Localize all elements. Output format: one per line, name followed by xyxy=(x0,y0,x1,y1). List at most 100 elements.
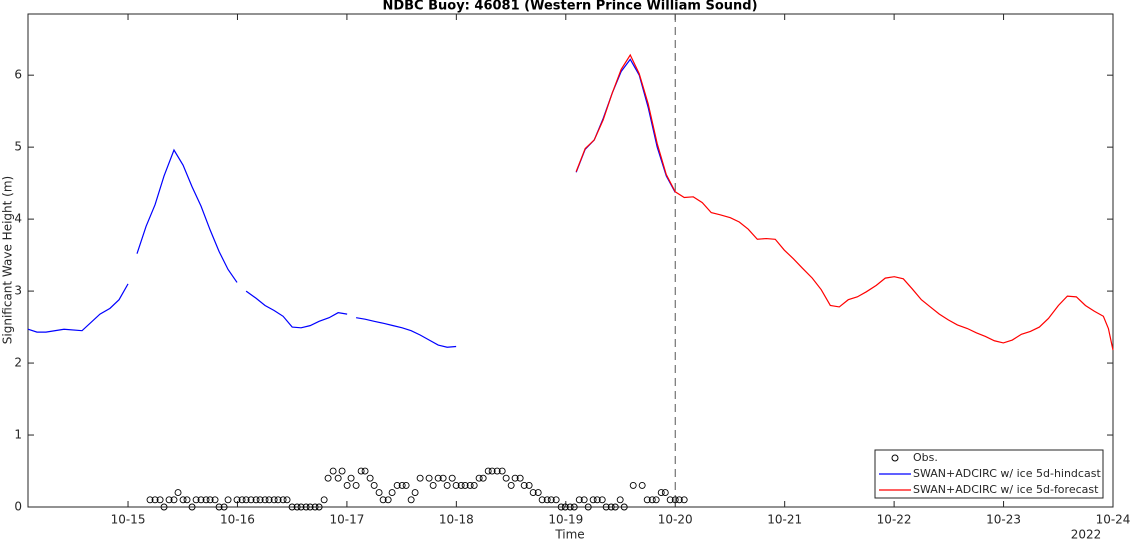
obs-point xyxy=(302,503,310,511)
legend-label: Obs. xyxy=(913,451,938,464)
obs-point xyxy=(393,481,401,489)
obs-point xyxy=(352,481,360,489)
obs-point xyxy=(265,496,273,504)
x-tick-label: 10-21 xyxy=(767,513,802,527)
y-tick-label: 1 xyxy=(14,428,22,442)
series-line xyxy=(575,53,1114,351)
obs-point xyxy=(238,496,246,504)
obs-point xyxy=(384,496,392,504)
obs-point xyxy=(338,467,346,475)
obs-point xyxy=(461,481,469,489)
obs-point xyxy=(220,503,228,511)
obs-point xyxy=(256,496,264,504)
x-tick-label: 10-19 xyxy=(548,513,583,527)
y-axis-label: Significant Wave Height (m) xyxy=(1,176,15,344)
x-tick-label: 10-23 xyxy=(986,513,1021,527)
obs-point xyxy=(297,503,305,511)
obs-point xyxy=(538,496,546,504)
obs-point xyxy=(666,496,674,504)
x-axis-label: Time xyxy=(554,528,584,541)
obs-point xyxy=(520,481,528,489)
obs-point xyxy=(484,467,492,475)
obs-point xyxy=(146,496,154,504)
obs-point xyxy=(329,467,337,475)
obs-point xyxy=(443,481,451,489)
y-tick-label: 0 xyxy=(14,500,22,514)
obs-point xyxy=(361,467,369,475)
chart-title: NDBC Buoy: 46081 (Western Prince William… xyxy=(382,0,757,14)
obs-point xyxy=(324,474,332,482)
obs-point xyxy=(211,496,219,504)
obs-point xyxy=(602,503,610,511)
obs-point xyxy=(570,503,578,511)
obs-point xyxy=(498,467,506,475)
y-tick-label: 4 xyxy=(14,212,22,226)
obs-point xyxy=(616,496,624,504)
obs-point xyxy=(224,496,232,504)
obs-point xyxy=(589,496,597,504)
obs-point xyxy=(439,474,447,482)
obs-point xyxy=(270,496,278,504)
obs-point xyxy=(215,503,223,511)
obs-point xyxy=(206,496,214,504)
obs-point xyxy=(334,474,342,482)
obs-point xyxy=(170,496,178,504)
x-tick-label: 10-22 xyxy=(877,513,912,527)
obs-point xyxy=(566,503,574,511)
obs-point xyxy=(252,496,260,504)
plot-area xyxy=(27,13,1114,508)
obs-point xyxy=(502,474,510,482)
obs-point xyxy=(160,503,168,511)
obs-point xyxy=(261,496,269,504)
x-axis-annotation: 2022 xyxy=(1071,528,1102,541)
x-tick-label: 10-18 xyxy=(439,513,474,527)
obs-point xyxy=(557,503,565,511)
obs-point xyxy=(347,474,355,482)
obs-point xyxy=(593,496,601,504)
obs-point xyxy=(507,481,515,489)
obs-point xyxy=(429,481,437,489)
obs-point xyxy=(242,496,250,504)
obs-point xyxy=(620,503,628,511)
obs-point xyxy=(680,496,688,504)
obs-point xyxy=(151,496,159,504)
legend-box xyxy=(874,449,1104,499)
obs-point xyxy=(584,503,592,511)
obs-point xyxy=(580,496,588,504)
obs-point xyxy=(174,489,182,497)
obs-point xyxy=(165,496,173,504)
obs-point xyxy=(534,489,542,497)
obs-point xyxy=(479,474,487,482)
legend-marker xyxy=(891,454,899,462)
series-line xyxy=(27,283,129,333)
obs-point xyxy=(511,474,519,482)
obs-point xyxy=(233,496,241,504)
obs-point xyxy=(493,467,501,475)
obs-point xyxy=(379,496,387,504)
y-tick-label: 3 xyxy=(14,284,22,298)
obs-point xyxy=(657,489,665,497)
y-tick-label: 2 xyxy=(14,356,22,370)
obs-point xyxy=(370,481,378,489)
x-tick-label: 10-24 xyxy=(1096,513,1130,527)
obs-point xyxy=(357,467,365,475)
obs-point xyxy=(434,474,442,482)
x-tick-label: 10-20 xyxy=(658,513,693,527)
obs-point xyxy=(202,496,210,504)
obs-point xyxy=(388,489,396,497)
series-line xyxy=(245,290,348,329)
series-line xyxy=(575,58,676,193)
obs-point xyxy=(183,496,191,504)
obs-point xyxy=(192,496,200,504)
obs-point xyxy=(607,503,615,511)
obs-point xyxy=(306,503,314,511)
obs-point xyxy=(320,496,328,504)
obs-point xyxy=(652,496,660,504)
obs-point xyxy=(188,503,196,511)
obs-point xyxy=(375,489,383,497)
obs-point xyxy=(466,481,474,489)
obs-point xyxy=(543,496,551,504)
obs-point xyxy=(552,496,560,504)
